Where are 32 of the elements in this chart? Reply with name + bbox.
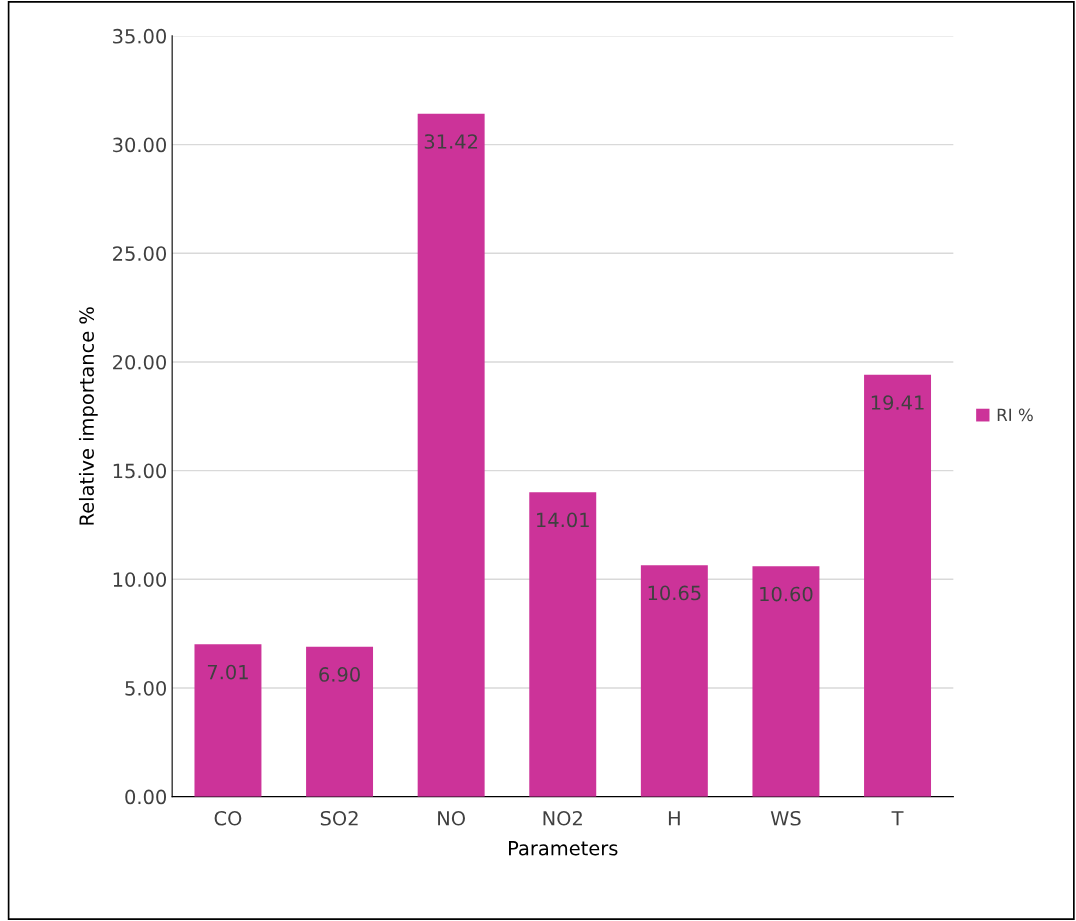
y-tick-label: 35.00 <box>113 28 167 44</box>
y-tick-label: 20.00 <box>113 354 167 370</box>
x-tick-label: H <box>668 811 680 826</box>
x-tick-label: CO <box>214 810 242 826</box>
x-tick-label: NO2 <box>543 810 582 826</box>
x-tick-label: NO <box>438 810 465 826</box>
data-label: 14.01 <box>537 512 589 528</box>
data-label: 10.65 <box>648 585 701 601</box>
y-tick-label: 5.00 <box>125 680 167 696</box>
y-tick-label: 0.00 <box>125 789 167 805</box>
y-tick-label: 15.00 <box>113 463 167 479</box>
y-axis-title: Relative importance % <box>78 307 98 525</box>
x-tick-label: T <box>891 811 904 826</box>
x-tick-label: SO2 <box>320 810 358 826</box>
data-label: 7.01 <box>207 664 248 680</box>
bar <box>640 565 708 797</box>
bar <box>194 644 262 797</box>
y-tick-label: 25.00 <box>113 246 167 261</box>
y-tick-label: 30.00 <box>113 137 167 153</box>
bar <box>306 646 374 797</box>
bar <box>864 374 932 797</box>
data-label: 31.42 <box>424 134 478 149</box>
data-label: 19.41 <box>871 395 924 410</box>
data-label: 6.90 <box>319 667 360 682</box>
y-tick-label: 10.00 <box>113 572 167 587</box>
bar <box>529 492 597 797</box>
data-label: 10.60 <box>760 586 813 602</box>
bar <box>417 113 485 797</box>
x-tick-label: WS <box>770 810 801 826</box>
x-axis-title: Parameters <box>509 841 618 856</box>
bar <box>752 566 820 797</box>
legend-label: RI % <box>997 408 1033 422</box>
